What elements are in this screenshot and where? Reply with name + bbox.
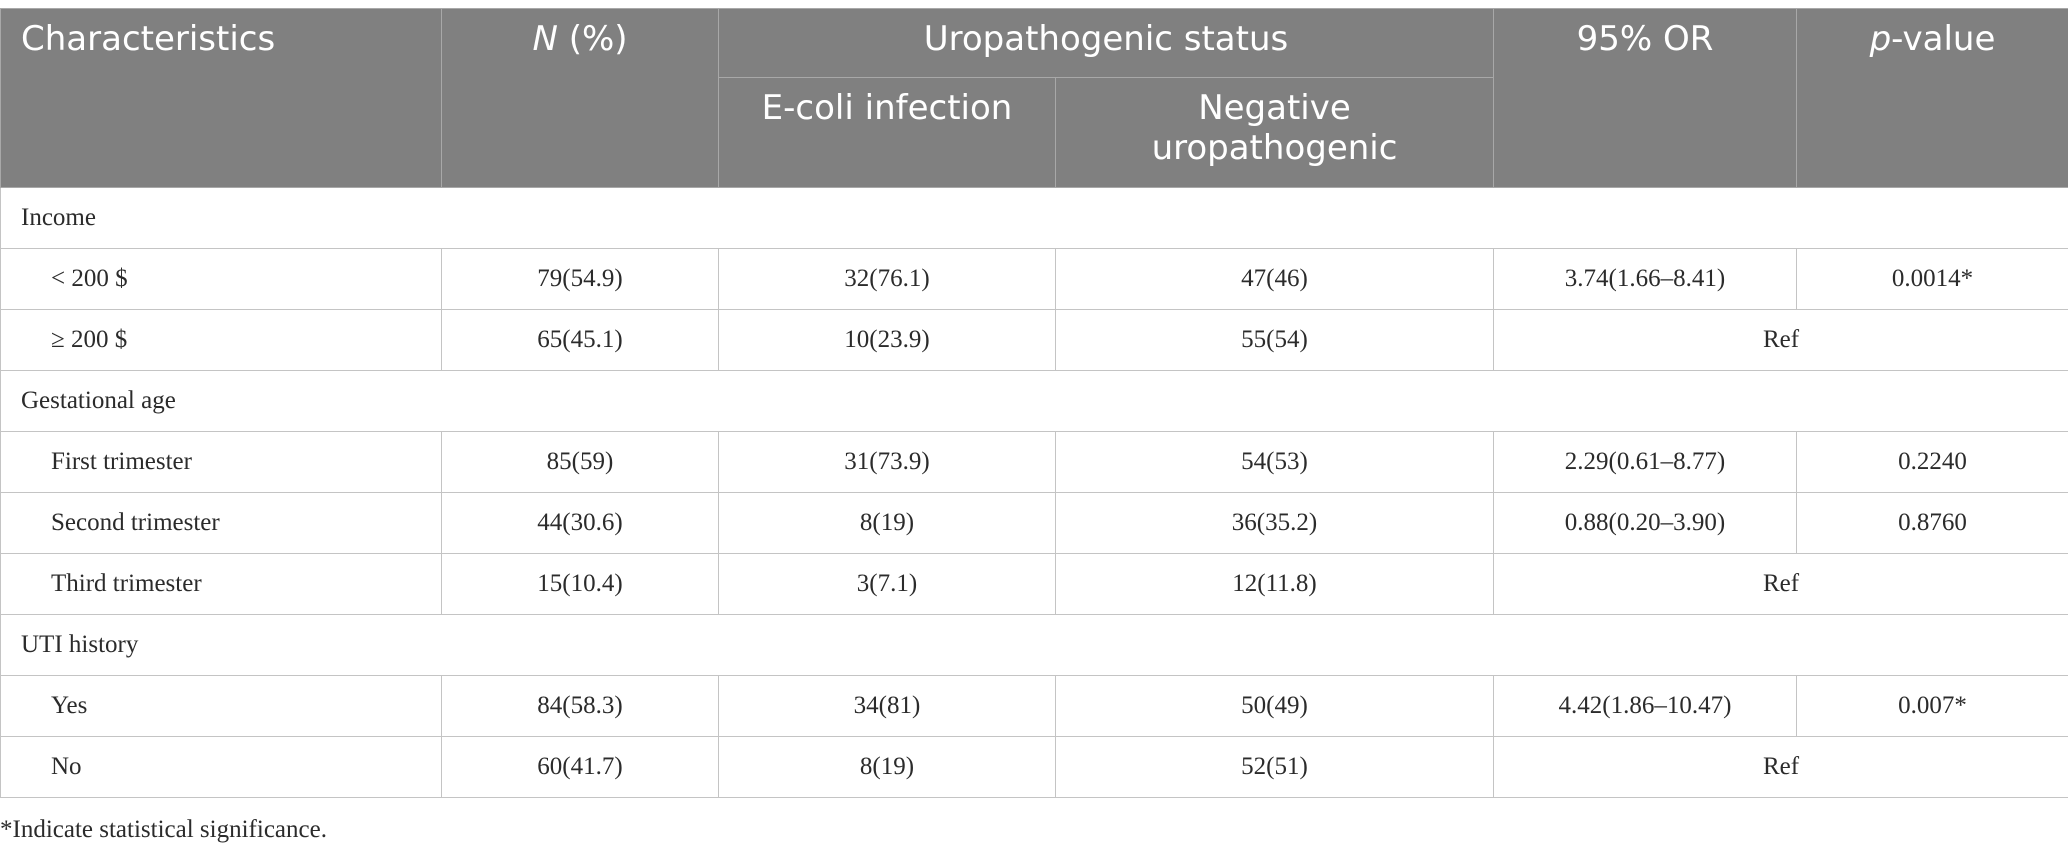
cell-reference: Ref [1493,553,2068,615]
header-n-percent: N (%) [441,8,719,188]
table-body: Income < 200 $79(54.9) 32(76.1) 47(46) 3.74(… [0,187,2068,798]
cell-negative: 55(54) [1055,309,1494,371]
header-p-value: p-value [1796,8,2068,188]
cell-p-value: 0.0014* [1796,248,2068,310]
cell-n-percent: 85(59) [441,431,719,493]
row-label: < 200 $ [0,248,442,310]
cell-odds-ratio: 0.88(0.20–3.90) [1493,492,1797,554]
cell-n-percent: 65(45.1) [441,309,719,371]
group-label: Income [0,187,2068,249]
table-row: ≥ 200 $65(45.1) 10(23.9) 55(54) Ref [0,309,2068,371]
row-label: Yes [0,675,442,737]
cell-ecoli: 8(19) [718,736,1056,798]
cell-n-percent: 15(10.4) [441,553,719,615]
table-row: First trimester 85(59) 31(73.9) 54(53) 2.29(… [0,431,2068,493]
table-row: Third trimester 15(10.4) 3(7.1) 12(11.8) Ref [0,553,2068,615]
cell-ecoli: 31(73.9) [718,431,1056,493]
cell-n-percent: 44(30.6) [441,492,719,554]
cell-ecoli: 32(76.1) [718,248,1056,310]
header-p-rest: -value [1891,19,1996,59]
cell-negative: 12(11.8) [1055,553,1494,615]
header-n-italic: N [532,19,558,59]
table-row: < 200 $79(54.9) 32(76.1) 47(46) 3.74(1.66–8… [0,248,2068,310]
cell-odds-ratio: 2.29(0.61–8.77) [1493,431,1797,493]
group-label: Gestational age [0,370,2068,432]
cell-negative: 47(46) [1055,248,1494,310]
cell-p-value: 0.8760 [1796,492,2068,554]
footnote: *Indicate statistical significance. [0,816,327,843]
cell-odds-ratio: 4.42(1.86–10.47) [1493,675,1797,737]
results-table: Characteristics N (%) Uropathogenic stat… [0,8,2068,798]
row-label: Second trimester [0,492,442,554]
header-n-rest: (%) [557,19,628,59]
row-label: First trimester [0,431,442,493]
header-p-italic: p [1869,19,1892,59]
group-row: Gestational age [0,370,2068,432]
table-header: Characteristics N (%) Uropathogenic stat… [0,8,2068,188]
cell-negative: 36(35.2) [1055,492,1494,554]
cell-odds-ratio: 3.74(1.66–8.41) [1493,248,1797,310]
cell-negative: 52(51) [1055,736,1494,798]
cell-p-value: 0.2240 [1796,431,2068,493]
header-uropathogenic-status: Uropathogenic status [718,8,1494,78]
cell-ecoli: 3(7.1) [718,553,1056,615]
cell-reference: Ref [1493,309,2068,371]
header-negative-uropathogenic: Negative uropathogenic [1055,77,1494,188]
cell-negative: 50(49) [1055,675,1494,737]
header-characteristics: Characteristics [0,8,442,188]
cell-n-percent: 60(41.7) [441,736,719,798]
cell-negative: 54(53) [1055,431,1494,493]
table-row: No 60(41.7) 8(19) 52(51) Ref [0,736,2068,798]
group-row: UTI history [0,614,2068,676]
table-row: Second trimester 44(30.6) 8(19) 36(35.2) 0.8… [0,492,2068,554]
cell-ecoli: 8(19) [718,492,1056,554]
group-label: UTI history [0,614,2068,676]
results-table-container: Characteristics N (%) Uropathogenic stat… [0,8,2068,798]
header-ecoli-infection: E-coli infection [718,77,1056,188]
cell-ecoli: 34(81) [718,675,1056,737]
row-label: Third trimester [0,553,442,615]
header-odds-ratio: 95% OR [1493,8,1797,188]
cell-n-percent: 84(58.3) [441,675,719,737]
group-row: Income [0,187,2068,249]
cell-reference: Ref [1493,736,2068,798]
row-label: ≥ 200 $ [0,309,442,371]
cell-p-value: 0.007* [1796,675,2068,737]
cell-ecoli: 10(23.9) [718,309,1056,371]
table-row: Yes 84(58.3) 34(81) 50(49) 4.42(1.86–10.47) 0… [0,675,2068,737]
cell-n-percent: 79(54.9) [441,248,719,310]
row-label: No [0,736,442,798]
